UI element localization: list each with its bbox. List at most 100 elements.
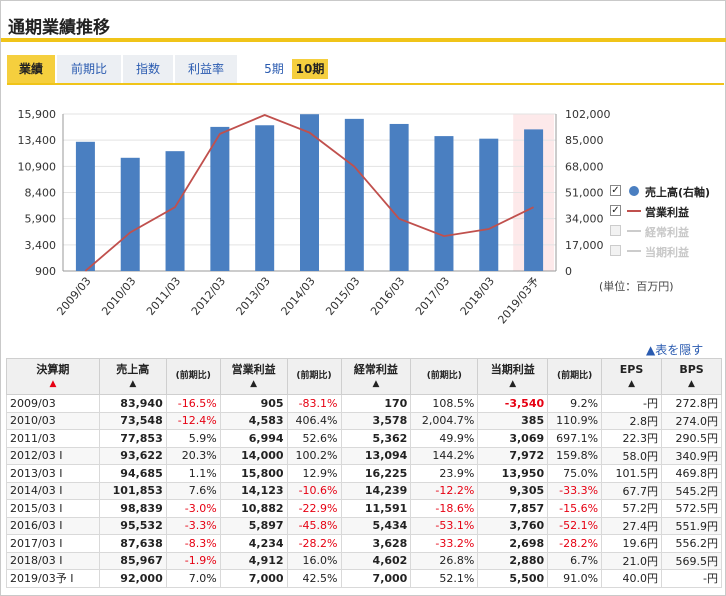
bar-sales[interactable] xyxy=(255,125,275,271)
col-sales-yoy-cell: -16.5% xyxy=(165,394,221,413)
col-operating-cell: 7,000 xyxy=(219,569,288,588)
col-ordinary-cell: 170 xyxy=(340,394,412,413)
x-tick-label: 2018/03 xyxy=(458,275,497,318)
sort-arrow-icon[interactable]: ▲ xyxy=(509,378,517,389)
col-net-cell: 5,500 xyxy=(477,569,549,588)
col-sales-yoy-cell: -3.0% xyxy=(165,499,221,518)
col-operating-cell: 14,123 xyxy=(219,481,288,500)
right-tick-label: 85,000 xyxy=(565,134,604,147)
performance-table: 決算期 ▲ 売上高 ▲ (前期比) 営業利益 ▲ (前期比) 経常利益 ▲ (前期比) 当期利益 ▲ (前… xyxy=(6,358,722,588)
legend-checkbox-operating[interactable]: ✓ xyxy=(610,205,621,216)
col-eps-cell: 57.2円 xyxy=(601,499,662,518)
left-tick-label: 13,400 xyxy=(18,134,57,147)
col-operating-yoy-cell: -83.1% xyxy=(286,394,342,413)
col-eps-cell: 58.0円 xyxy=(601,446,662,465)
col-ordinary-yoy-cell: 52.1% xyxy=(410,569,479,588)
col-sales-header[interactable]: 売上高 ▲ xyxy=(98,358,167,395)
bar-sales[interactable] xyxy=(300,114,319,272)
col-ordinary-yoy-cell: 49.9% xyxy=(410,429,479,448)
col-ordinary-cell: 11,591 xyxy=(340,499,412,518)
bar-sales[interactable] xyxy=(120,157,140,271)
col-eps-cell: 19.6円 xyxy=(601,534,662,553)
legend-checkbox-sales[interactable]: ✓ xyxy=(610,185,621,196)
period-10-button[interactable]: 10期 xyxy=(292,59,328,79)
right-tick-label: 0 xyxy=(565,265,572,278)
sort-arrow-icon[interactable]: ▲ xyxy=(688,378,695,389)
title-underline xyxy=(1,38,726,42)
tab-yoy[interactable]: 前期比 xyxy=(57,55,121,83)
header-label: BPS xyxy=(679,362,704,376)
col-operating-cell: 4,912 xyxy=(219,551,288,570)
col-operating-cell: 6,994 xyxy=(219,429,288,448)
tab-margin[interactable]: 利益率 xyxy=(175,55,237,83)
bar-sales[interactable] xyxy=(344,118,364,271)
sort-arrow-icon[interactable]: ▲ xyxy=(372,378,380,389)
bar-sales[interactable] xyxy=(165,151,185,271)
table-row: 2018/03 I 85,967 -1.9% 4,912 16.0% 4,602 26.8%… xyxy=(6,551,722,570)
table-row: 2019/03予 I 92,000 7.0% 7,000 42.5% 7,000 52.1%… xyxy=(6,569,722,588)
bar-sales[interactable] xyxy=(524,129,544,271)
table-row: 2016/03 I 95,532 -3.3% 5,897 -45.8% 5,434 -53.… xyxy=(6,516,722,535)
period-5-button[interactable]: 5期 xyxy=(264,62,284,76)
x-tick-label: 2012/03 xyxy=(189,275,228,318)
col-operating-yoy-cell: 52.6% xyxy=(286,429,342,448)
col-net-header[interactable]: 当期利益 ▲ xyxy=(477,358,549,395)
col-net-yoy-cell: -52.1% xyxy=(547,516,603,535)
col-sales-cell: 94,685 xyxy=(98,464,167,483)
bar-sales[interactable] xyxy=(479,138,499,271)
sort-arrow-icon[interactable]: ▲ xyxy=(49,378,57,389)
bar-sales[interactable] xyxy=(434,136,454,271)
col-ordinary-header[interactable]: 経常利益 ▲ xyxy=(340,358,412,395)
col-period-header[interactable]: 決算期 ▲ xyxy=(6,358,100,395)
col-bps-cell: 572.5円 xyxy=(661,499,722,518)
col-ordinary-yoy-cell: -12.2% xyxy=(410,481,479,500)
col-period-cell: 2019/03予 I xyxy=(6,569,100,588)
col-ordinary-yoy-cell: -18.6% xyxy=(410,499,479,518)
hide-table-link[interactable]: ▲表を隠す xyxy=(646,343,704,357)
right-tick-label: 34,000 xyxy=(565,213,604,226)
sort-arrow-icon[interactable]: ▲ xyxy=(129,378,137,389)
col-sales-yoy-cell: -8.3% xyxy=(165,534,221,553)
col-net-cell: 385 xyxy=(477,411,549,430)
bar-sales[interactable] xyxy=(389,123,409,271)
bar-sales[interactable] xyxy=(210,126,230,272)
col-bps-header[interactable]: BPS ▲ xyxy=(661,358,722,395)
circle-icon xyxy=(629,186,639,196)
table-row: 2011/03 77,853 5.9% 6,994 52.6% 5,362 49.9% 3,0… xyxy=(6,429,722,448)
tab-performance[interactable]: 業績 xyxy=(7,55,55,83)
col-bps-cell: 340.9円 xyxy=(661,446,722,465)
x-tick-label: 2010/03 xyxy=(99,275,138,318)
sort-arrow-icon[interactable]: ▲ xyxy=(628,378,635,389)
left-tick-label: 900 xyxy=(35,265,56,278)
col-net-cell: 13,950 xyxy=(477,464,549,483)
performance-chart: 15,900 13,400 10,900 8,400 5,900 3,400 900 102,… xyxy=(18,108,611,326)
page-title: 通期業績推移 xyxy=(8,18,110,38)
col-net-cell: 7,857 xyxy=(477,499,549,518)
bar-sales[interactable] xyxy=(75,141,95,271)
col-period-cell: 2009/03 xyxy=(6,394,100,413)
header-label: 経常利益 xyxy=(353,362,398,376)
right-tick-label: 68,000 xyxy=(565,160,604,173)
col-period-cell: 2013/03 I xyxy=(6,464,100,483)
col-sales-cell: 85,967 xyxy=(98,551,167,570)
col-ordinary-cell: 14,239 xyxy=(340,481,412,500)
col-sales-yoy-cell: 5.9% xyxy=(165,429,221,448)
col-eps-header[interactable]: EPS ▲ xyxy=(601,358,662,395)
tab-index[interactable]: 指数 xyxy=(123,55,173,83)
col-operating-cell: 905 xyxy=(219,394,288,413)
col-sales-cell: 73,548 xyxy=(98,411,167,430)
sort-arrow-icon[interactable]: ▲ xyxy=(250,378,258,389)
col-operating-header[interactable]: 営業利益 ▲ xyxy=(219,358,288,395)
col-net-yoy-cell: 110.9% xyxy=(547,411,603,430)
col-bps-cell: -円 xyxy=(661,569,722,588)
col-ordinary-cell: 5,362 xyxy=(340,429,412,448)
col-operating-cell: 4,234 xyxy=(219,534,288,553)
col-ordinary-cell: 5,434 xyxy=(340,516,412,535)
x-tick-label: 2017/03 xyxy=(413,275,452,318)
tabs-underline xyxy=(7,83,724,85)
col-ordinary-yoy-header: (前期比) xyxy=(410,358,479,395)
table-header-row: 決算期 ▲ 売上高 ▲ (前期比) 営業利益 ▲ (前期比) 経常利益 ▲ (前期比) 当期利益 ▲ (前… xyxy=(6,358,722,395)
header-label: 当期利益 xyxy=(490,362,535,376)
line-operating-profit[interactable] xyxy=(84,114,534,272)
x-tick-label: 2015/03 xyxy=(323,275,362,318)
